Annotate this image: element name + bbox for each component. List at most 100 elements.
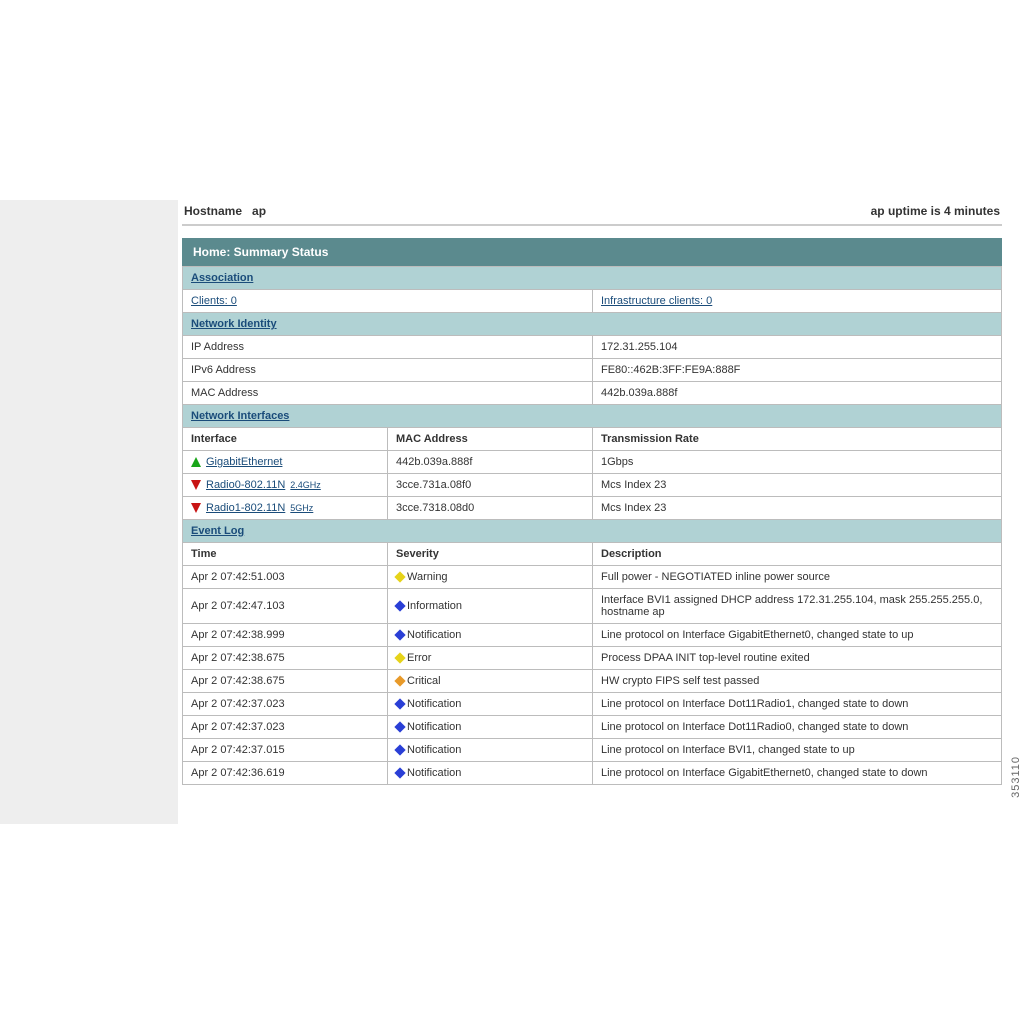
uptime-text: ap uptime is 4 minutes bbox=[871, 204, 1000, 218]
netid-label: IPv6 Address bbox=[183, 359, 593, 382]
infra-clients-link[interactable]: Infrastructure clients: 0 bbox=[601, 295, 712, 307]
severity-icon bbox=[394, 744, 405, 755]
event-time: Apr 2 07:42:38.675 bbox=[183, 670, 388, 693]
interface-cell: Radio0-802.11N 2.4GHz bbox=[183, 474, 388, 497]
severity-label: Critical bbox=[407, 675, 441, 687]
severity-label: Notification bbox=[407, 698, 461, 710]
event-time: Apr 2 07:42:37.015 bbox=[183, 739, 388, 762]
event-row: Apr 2 07:42:37.015 Notification Line proto… bbox=[183, 739, 1002, 762]
event-time: Apr 2 07:42:51.003 bbox=[183, 566, 388, 589]
interface-row: GigabitEthernet 442b.039a.888f1Gbps bbox=[183, 451, 1002, 474]
hostname: Hostname ap bbox=[184, 204, 266, 218]
col-interface: Interface bbox=[183, 428, 388, 451]
event-row: Apr 2 07:42:47.103InformationInterface B… bbox=[183, 589, 1002, 624]
section-network-interfaces: Network Interfaces bbox=[183, 405, 1002, 428]
interface-band: 5GHz bbox=[290, 503, 313, 513]
clients-link[interactable]: Clients: 0 bbox=[191, 295, 237, 307]
network-interfaces-link[interactable]: Network Interfaces bbox=[191, 410, 289, 422]
interface-row: Radio0-802.11N 2.4GHz 3cce.731a.08f0Mcs In… bbox=[183, 474, 1002, 497]
event-time: Apr 2 07:42:47.103 bbox=[183, 589, 388, 624]
severity-icon bbox=[394, 629, 405, 640]
event-description: Line protocol on Interface Dot11Radio0, … bbox=[593, 716, 1002, 739]
interfaces-header-row: Interface MAC Address Transmission Rate bbox=[183, 428, 1002, 451]
interface-mac: 442b.039a.888f bbox=[388, 451, 593, 474]
event-row: Apr 2 07:42:38.999 Notification Line proto… bbox=[183, 624, 1002, 647]
network-identity-link[interactable]: Network Identity bbox=[191, 318, 277, 330]
severity-icon bbox=[394, 571, 405, 582]
col-time: Time bbox=[183, 543, 388, 566]
status-up-icon bbox=[191, 457, 201, 467]
event-log-header-row: Time Severity Description bbox=[183, 543, 1002, 566]
event-log-link[interactable]: Event Log bbox=[191, 525, 244, 537]
event-row: Apr 2 07:42:38.675 Critical HW crypto FIPS… bbox=[183, 670, 1002, 693]
event-row: Apr 2 07:42:36.619NotificationLine proto… bbox=[183, 762, 1002, 785]
status-down-icon bbox=[191, 503, 201, 513]
network-identity-row: MAC Address442b.039a.888f bbox=[183, 382, 1002, 405]
severity-icon bbox=[394, 721, 405, 732]
page-title: Home: Summary Status bbox=[182, 238, 1002, 266]
event-description: Process DPAA INIT top-level routine exit… bbox=[593, 647, 1002, 670]
event-row: Apr 2 07:42:37.023NotificationLine proto… bbox=[183, 716, 1002, 739]
severity-label: Notification bbox=[407, 721, 461, 733]
network-identity-row: IP Address172.31.255.104 bbox=[183, 336, 1002, 359]
interface-link[interactable]: Radio0-802.11N bbox=[206, 479, 285, 491]
event-time: Apr 2 07:42:38.675 bbox=[183, 647, 388, 670]
event-description: Line protocol on Interface BVI1, changed… bbox=[593, 739, 1002, 762]
event-time: Apr 2 07:42:37.023 bbox=[183, 693, 388, 716]
event-time: Apr 2 07:42:38.999 bbox=[183, 624, 388, 647]
event-severity: Information bbox=[388, 589, 593, 624]
event-description: Interface BVI1 assigned DHCP address 172… bbox=[593, 589, 1002, 624]
severity-label: Notification bbox=[407, 767, 461, 779]
severity-label: Warning bbox=[407, 571, 448, 583]
event-row: Apr 2 07:42:38.675 Error Process DPAA INIT… bbox=[183, 647, 1002, 670]
left-sidebar bbox=[0, 200, 178, 824]
event-severity: Notification bbox=[388, 693, 593, 716]
top-bar: Hostname ap ap uptime is 4 minutes bbox=[182, 200, 1002, 226]
col-mac: MAC Address bbox=[388, 428, 593, 451]
interface-link[interactable]: GigabitEthernet bbox=[206, 456, 282, 468]
severity-label: Notification bbox=[407, 629, 461, 641]
hostname-value: ap bbox=[252, 204, 266, 218]
severity-icon bbox=[394, 600, 405, 611]
interface-band: 2.4GHz bbox=[290, 480, 321, 490]
interface-rate: 1Gbps bbox=[593, 451, 1002, 474]
event-description: Line protocol on Interface GigabitEthern… bbox=[593, 624, 1002, 647]
association-link[interactable]: Association bbox=[191, 272, 253, 284]
severity-icon bbox=[394, 767, 405, 778]
interface-rate: Mcs Index 23 bbox=[593, 474, 1002, 497]
interface-rate: Mcs Index 23 bbox=[593, 497, 1002, 520]
interface-mac: 3cce.731a.08f0 bbox=[388, 474, 593, 497]
event-description: Line protocol on Interface Dot11Radio1, … bbox=[593, 693, 1002, 716]
event-row: Apr 2 07:42:37.023 Notification Line proto… bbox=[183, 693, 1002, 716]
netid-value: 172.31.255.104 bbox=[593, 336, 1002, 359]
interface-mac: 3cce.7318.08d0 bbox=[388, 497, 593, 520]
severity-label: Notification bbox=[407, 744, 461, 756]
col-severity: Severity bbox=[388, 543, 593, 566]
netid-value: 442b.039a.888f bbox=[593, 382, 1002, 405]
main-content: Hostname ap ap uptime is 4 minutes Home:… bbox=[178, 200, 1024, 824]
event-row: Apr 2 07:42:51.003 Warning Full power - NE… bbox=[183, 566, 1002, 589]
event-severity: Notification bbox=[388, 716, 593, 739]
severity-icon bbox=[394, 675, 405, 686]
netid-label: IP Address bbox=[183, 336, 593, 359]
event-time: Apr 2 07:42:36.619 bbox=[183, 762, 388, 785]
event-severity: Notification bbox=[388, 739, 593, 762]
event-severity: Error bbox=[388, 647, 593, 670]
interface-cell: GigabitEthernet bbox=[183, 451, 388, 474]
event-severity: Critical bbox=[388, 670, 593, 693]
event-description: HW crypto FIPS self test passed bbox=[593, 670, 1002, 693]
network-identity-row: IPv6 AddressFE80::462B:3FF:FE9A:888F bbox=[183, 359, 1002, 382]
interface-row: Radio1-802.11N 5GHz 3cce.7318.08d0Mcs Inde… bbox=[183, 497, 1002, 520]
interface-link[interactable]: Radio1-802.11N bbox=[206, 502, 285, 514]
severity-icon bbox=[394, 698, 405, 709]
event-severity: Notification bbox=[388, 624, 593, 647]
col-rate: Transmission Rate bbox=[593, 428, 1002, 451]
page-id-vertical: 353110 bbox=[1010, 756, 1022, 798]
col-description: Description bbox=[593, 543, 1002, 566]
section-network-identity: Network Identity bbox=[183, 313, 1002, 336]
event-severity: Notification bbox=[388, 762, 593, 785]
severity-label: Error bbox=[407, 652, 431, 664]
hostname-label: Hostname bbox=[184, 204, 242, 218]
event-severity: Warning bbox=[388, 566, 593, 589]
event-description: Full power - NEGOTIATED inline power sou… bbox=[593, 566, 1002, 589]
